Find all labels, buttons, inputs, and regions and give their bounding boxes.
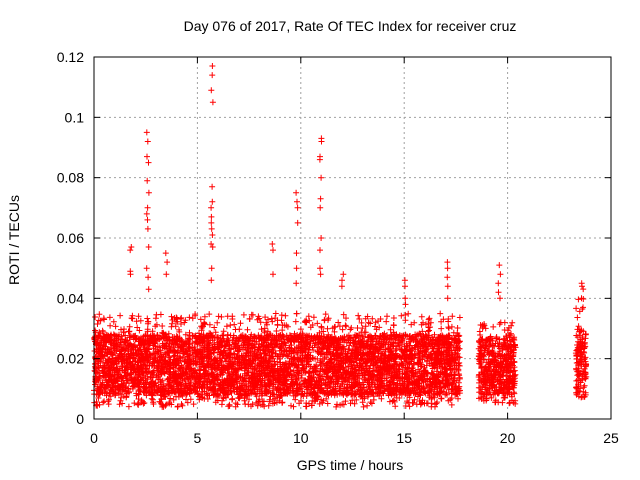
data-point (106, 314, 113, 321)
data-point (254, 402, 261, 409)
data-point (390, 322, 397, 329)
data-point (126, 323, 133, 330)
data-point (383, 318, 390, 325)
data-point (292, 396, 299, 403)
data-point (438, 325, 445, 332)
data-points (91, 63, 590, 410)
data-point (148, 395, 155, 402)
data-point (101, 316, 108, 323)
data-point (346, 346, 353, 352)
data-point (354, 325, 361, 331)
data-point (402, 311, 409, 318)
data-point (402, 317, 409, 324)
data-point (310, 314, 317, 321)
data-point (324, 325, 331, 332)
data-point (218, 313, 225, 320)
data-point (277, 393, 284, 400)
data-point (343, 323, 350, 330)
data-point (398, 312, 405, 319)
data-point (244, 326, 251, 333)
data-point (448, 401, 455, 408)
data-point (190, 401, 197, 408)
data-point (406, 403, 413, 410)
data-point (372, 332, 379, 339)
data-point (278, 312, 285, 319)
data-point (292, 318, 299, 325)
data-point (339, 326, 346, 333)
data-point (242, 401, 249, 408)
data-point (223, 323, 230, 330)
data-point (115, 390, 122, 397)
data-point (356, 375, 363, 382)
data-point (125, 403, 132, 410)
data-point (152, 315, 159, 322)
data-point (92, 314, 99, 320)
data-point (182, 331, 189, 338)
data-point (170, 353, 177, 360)
data-point (141, 400, 148, 406)
data-point (384, 313, 390, 320)
data-point (167, 395, 174, 402)
data-point (293, 310, 300, 317)
data-point (237, 320, 244, 327)
data-point (107, 322, 114, 329)
data-point (418, 313, 425, 320)
data-point (211, 324, 218, 331)
data-point (424, 400, 431, 407)
data-point (186, 314, 193, 321)
data-point (268, 315, 275, 322)
data-point (187, 396, 194, 403)
data-point (322, 311, 329, 318)
data-point (456, 314, 463, 321)
data-point (94, 321, 101, 327)
data-point (220, 328, 227, 335)
data-point (214, 319, 221, 326)
data-point (342, 322, 349, 329)
data-point (225, 403, 232, 410)
data-point (236, 326, 243, 333)
data-point (249, 311, 256, 318)
data-point (159, 323, 166, 329)
data-point (231, 321, 238, 328)
data-point (272, 310, 279, 317)
data-point (324, 400, 331, 407)
data-point (426, 315, 433, 322)
chart-title: Day 076 of 2017, Rate Of TEC Index for r… (184, 18, 517, 34)
data-point (96, 311, 103, 318)
data-point (144, 315, 151, 322)
data-point (449, 313, 456, 320)
